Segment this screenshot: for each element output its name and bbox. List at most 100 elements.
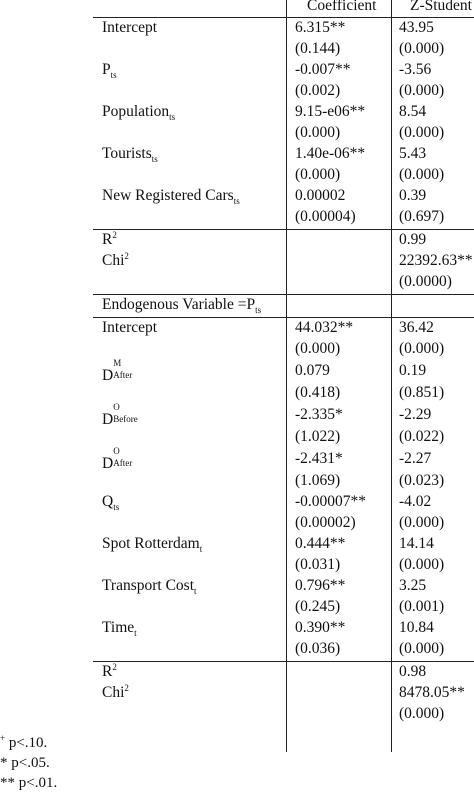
table-row: R2 0.99 — [93, 229, 474, 250]
coefficient-value: 0.079 — [295, 362, 330, 379]
coefficient-value: 0.796** — [295, 577, 346, 594]
label-text: Time — [102, 619, 135, 636]
coefficient-std: (0.245) — [295, 598, 341, 615]
r2-text: R — [102, 663, 113, 680]
note-text: p<.10. — [5, 735, 48, 751]
z-pvalue: (0.000) — [399, 166, 445, 183]
coefficient-std: (0.000) — [295, 166, 341, 183]
table-row: (0.144) (0.000) — [93, 38, 474, 59]
coefficient-std: (0.000) — [295, 340, 341, 357]
label-subscript: ts — [151, 154, 158, 165]
coefficient-std: (0.000) — [295, 124, 341, 141]
horizontal-rule — [93, 229, 474, 230]
column-divider-right — [391, 0, 392, 752]
note-row: * p<.05. — [0, 753, 100, 773]
horizontal-rule — [93, 317, 474, 318]
r2-label: R2 — [102, 229, 117, 250]
coefficient-std: (0.144) — [295, 40, 341, 57]
table-row: D M After 0.079 0.19 — [93, 358, 474, 384]
horizontal-rule — [93, 661, 474, 662]
label-text: Intercept — [102, 19, 158, 36]
table-row: Intercept 44.032** 36.42 — [93, 317, 474, 338]
coefficient-std: (0.036) — [295, 640, 341, 657]
table-row: D O Before -2.335* -2.29 — [93, 402, 474, 428]
label-superscript: O — [113, 446, 120, 456]
coefficient-value: 9.15-e06** — [295, 103, 366, 120]
z-pvalue: (0.697) — [399, 208, 445, 225]
table-row: Chi2 22392.63** — [93, 250, 474, 271]
table-row: (1.022) (0.022) — [93, 426, 474, 447]
row-label: Pts — [102, 59, 117, 80]
row-label: Touriststs — [102, 143, 158, 164]
chi-text: Chi — [102, 252, 125, 269]
label-subscript: Before — [113, 414, 138, 424]
row-label: D O Before — [102, 402, 138, 431]
note-symbol: ** — [0, 775, 15, 791]
coefficient-std: (0.418) — [295, 384, 341, 401]
chi-superscript: 2 — [124, 682, 129, 693]
z-value: 36.42 — [399, 319, 434, 336]
row-label: Intercept — [102, 317, 157, 338]
coefficient-std: (0.00004) — [295, 208, 356, 225]
chi-value: 22392.63** — [399, 252, 473, 269]
r2-label: R2 — [102, 661, 117, 682]
label-text: D — [102, 367, 114, 384]
chi-label: Chi2 — [102, 250, 129, 271]
coefficient-value: 1.40e-06** — [295, 145, 366, 162]
chi-pvalue: (0.0000) — [399, 273, 452, 290]
table-row: (0.000) — [93, 703, 474, 724]
table-row: (0.00004) (0.697) — [93, 206, 474, 227]
z-value: 3.25 — [399, 577, 427, 594]
chi-pvalue: (0.000) — [399, 705, 445, 722]
header-coefficient: Coefficient — [307, 0, 377, 14]
chi-label: Chi2 — [102, 682, 129, 703]
z-value: 43.95 — [399, 19, 434, 36]
label-text: New Registered Cars — [102, 187, 234, 204]
label-superscript: M — [113, 358, 122, 368]
row-label: New Registered Carsts — [102, 185, 240, 206]
z-pvalue: (0.000) — [399, 124, 445, 141]
table-row: Endogenous Variable =Pts — [93, 294, 474, 315]
r2-superscript: 2 — [112, 229, 117, 240]
label-subscript: ts — [113, 502, 120, 513]
table-row: (0.000) (0.000) — [93, 122, 474, 143]
label-text: Population — [102, 103, 170, 120]
z-pvalue: (0.000) — [399, 556, 445, 573]
coefficient-std: (0.002) — [295, 82, 341, 99]
table-row: (0.036) (0.000) — [93, 638, 474, 659]
coefficient-std: (0.00002) — [295, 514, 356, 531]
table-row: (0.418) (0.851) — [93, 382, 474, 403]
horizontal-rule — [93, 294, 474, 295]
table-row: R2 0.98 — [93, 661, 474, 682]
r2-superscript: 2 — [112, 661, 117, 672]
table-row: (0.000) (0.000) — [93, 164, 474, 185]
z-value: -3.56 — [399, 61, 432, 78]
coefficient-value: 0.390** — [295, 619, 346, 636]
table-row: D O After -2.431* -2.27 — [93, 446, 474, 472]
row-label: Intercept — [102, 17, 157, 38]
row-label: Transport Costt — [102, 575, 197, 596]
table-row: (0.245) (0.001) — [93, 596, 474, 617]
z-value: 14.14 — [399, 535, 434, 552]
table-row: (0.00002) (0.000) — [93, 512, 474, 533]
label-text: D — [102, 411, 114, 428]
table-row: (0.002) (0.000) — [93, 80, 474, 101]
table-row: Chi2 8478.05** — [93, 682, 474, 703]
label-text: Transport Cost — [102, 577, 195, 594]
table-row: Timet 0.390** 10.84 — [93, 617, 474, 638]
note-symbol: * — [0, 755, 8, 771]
row-label: Qts — [102, 491, 119, 512]
label-subscript: After — [113, 370, 133, 380]
label-subscript: t — [134, 628, 137, 639]
z-value: -2.29 — [399, 406, 432, 423]
z-value: 0.19 — [399, 362, 427, 379]
z-value: 5.43 — [399, 145, 427, 162]
coefficient-value: -0.007** — [295, 61, 351, 78]
label-subscript: ts — [110, 70, 117, 81]
coefficient-std: (1.022) — [295, 428, 341, 445]
coefficient-value: 0.00002 — [295, 187, 346, 204]
coefficient-value: -2.335* — [295, 406, 343, 423]
column-divider-left — [286, 0, 287, 752]
table-row: New Registered Carsts 0.00002 0.39 — [93, 185, 474, 206]
label-text: Intercept — [102, 319, 158, 336]
